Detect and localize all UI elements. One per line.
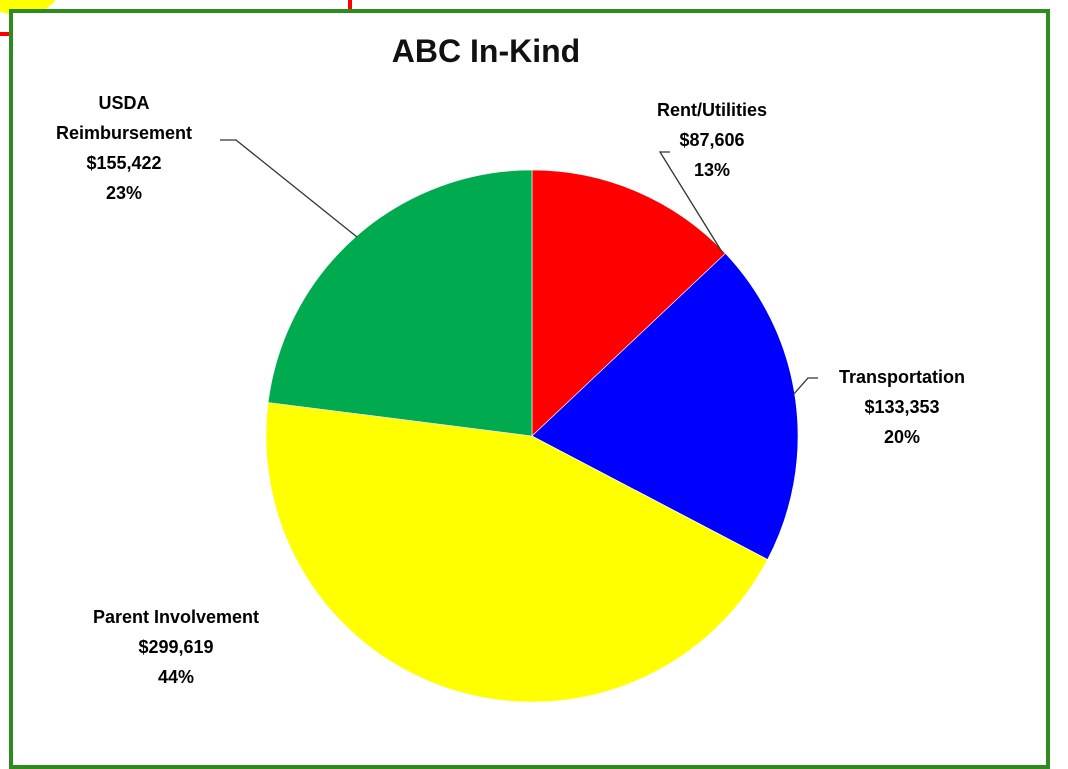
- pie-labels: Rent/Utilities $87,606 13% Transportation $1…: [56, 93, 965, 687]
- leader-line: [792, 377, 818, 396]
- slice-label: USDA: [98, 93, 149, 113]
- leader-line: [220, 139, 358, 238]
- pie-chart: ABC In-Kind Rent/Utilities $87,606 13% Tran…: [56, 33, 965, 703]
- pie-slice-transportation: [531, 252, 799, 560]
- slice-label: Reimbursement: [56, 123, 192, 143]
- pie-slice-usda-reimbursement: [267, 169, 533, 437]
- slice-percent-label: 20%: [884, 427, 920, 447]
- slice-percent-label: 13%: [694, 160, 730, 180]
- slice-value-label: $87,606: [679, 130, 744, 150]
- leader-line: [658, 151, 723, 253]
- slice-value-label: $299,619: [138, 637, 213, 657]
- pie-slice-rent-utilities: [531, 169, 726, 437]
- slice-percent-label: 44%: [158, 667, 194, 687]
- pie-slice-parent-involvement: [265, 402, 768, 703]
- slice-label: Rent/Utilities: [657, 100, 767, 120]
- slice-value-label: $133,353: [864, 397, 939, 417]
- background-red-line-vertical: [348, 0, 352, 14]
- pie-slices: [265, 169, 799, 703]
- slice-value-label: $155,422: [86, 153, 161, 173]
- chart-title: ABC In-Kind: [392, 33, 580, 69]
- background-red-line: [0, 32, 12, 36]
- slice-label: Transportation: [839, 367, 965, 387]
- slice-label: Parent Involvement: [93, 607, 259, 627]
- slice-percent-label: 23%: [106, 183, 142, 203]
